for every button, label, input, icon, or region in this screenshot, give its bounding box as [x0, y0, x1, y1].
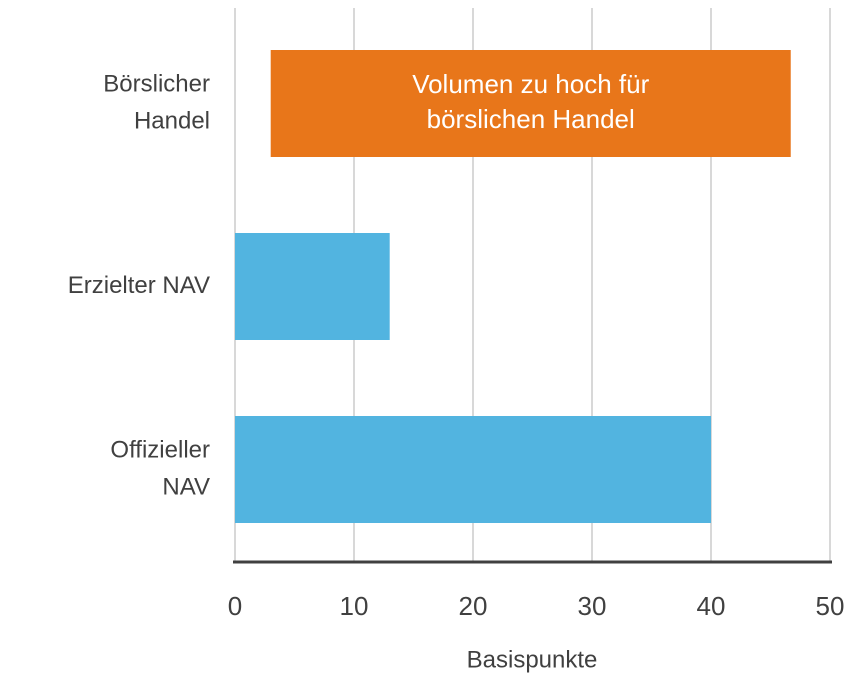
bar [235, 233, 390, 340]
y-tick-label: Handel [134, 107, 210, 134]
bar-annotation: börslichen Handel [427, 104, 635, 134]
bar-annotation: Volumen zu hoch für [412, 69, 649, 99]
y-tick-label: Erzielter NAV [68, 272, 210, 299]
y-tick-label: Offizieller [110, 436, 210, 463]
x-tick-label: 0 [228, 591, 242, 621]
x-axis-label: Basispunkte [467, 646, 598, 673]
x-tick-label: 10 [340, 591, 369, 621]
bar [235, 416, 711, 523]
bar [270, 50, 791, 157]
x-tick-label: 50 [816, 591, 845, 621]
x-tick-label: 20 [459, 591, 488, 621]
x-tick-label: 40 [697, 591, 726, 621]
x-tick-label: 30 [578, 591, 607, 621]
y-tick-label: NAV [162, 473, 210, 500]
y-tick-label: Börslicher [103, 70, 210, 97]
